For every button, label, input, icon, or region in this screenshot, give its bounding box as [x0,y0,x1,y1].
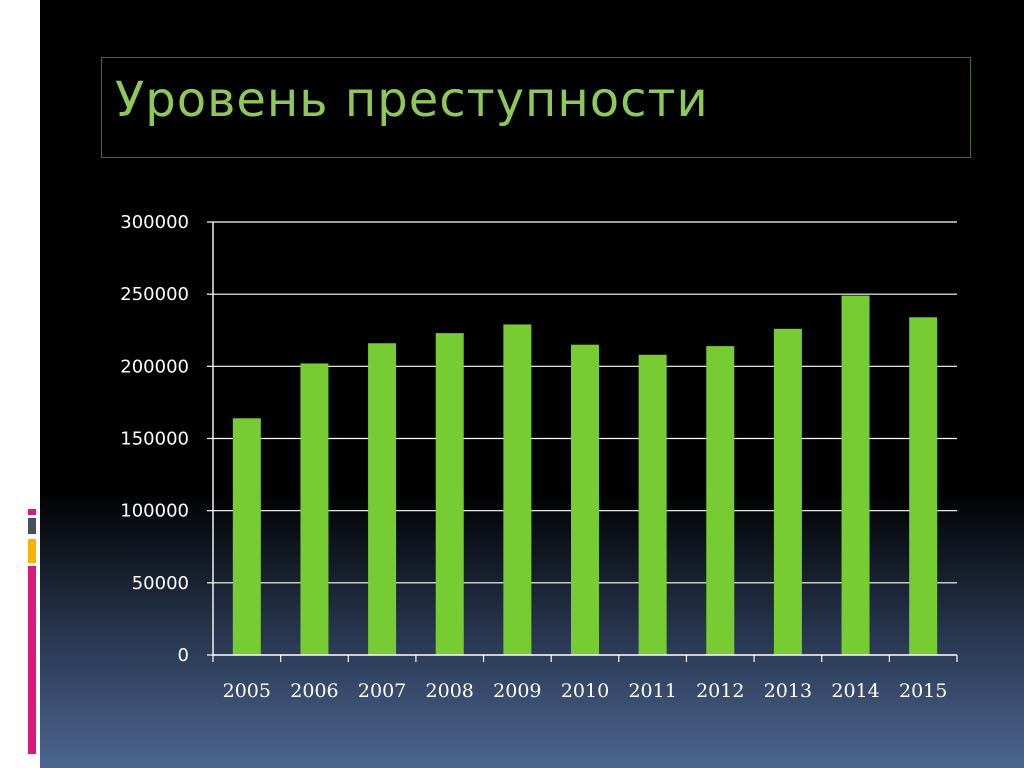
bar-2006 [300,363,329,655]
bar-2007 [368,343,397,655]
x-tick-label: 2014 [831,680,879,702]
accent-bar-gold [28,539,36,563]
left-margin-strip [0,0,40,768]
bar-2013 [773,328,802,655]
x-tick-label: 2015 [899,680,947,702]
x-tick-label: 2011 [628,680,676,702]
bar-2010 [571,344,599,655]
bar-2012 [706,346,735,655]
x-tick-label: 2005 [223,680,271,702]
x-tick-label: 2010 [561,680,609,702]
bar-2011 [638,354,667,655]
accent-bar-magenta-long [28,566,36,754]
x-tick-label: 2006 [290,680,338,702]
x-tick-label: 2008 [426,680,474,702]
y-tick-label: 100000 [120,501,189,522]
bar-2005 [232,418,261,655]
x-tick-label: 2007 [358,680,406,702]
y-tick-label: 200000 [120,356,189,377]
bar-2008 [435,333,464,655]
slide-title: Уровень преступности [115,72,709,128]
y-tick-label: 150000 [120,429,189,450]
title-box: Уровень преступности [101,57,971,158]
bar-2015 [909,317,938,655]
y-tick-label: 250000 [120,284,189,305]
accent-bar-gray [28,518,36,534]
y-tick-label: 0 [178,645,189,666]
y-tick-label: 50000 [132,573,189,594]
x-tick-label: 2009 [493,680,541,702]
x-tick-label: 2013 [764,680,812,702]
x-tick-label: 2012 [696,680,744,702]
bar-2009 [503,324,532,655]
y-tick-label: 300000 [120,212,189,233]
accent-bar-magenta-top [28,509,36,515]
bar-2014 [841,295,870,655]
